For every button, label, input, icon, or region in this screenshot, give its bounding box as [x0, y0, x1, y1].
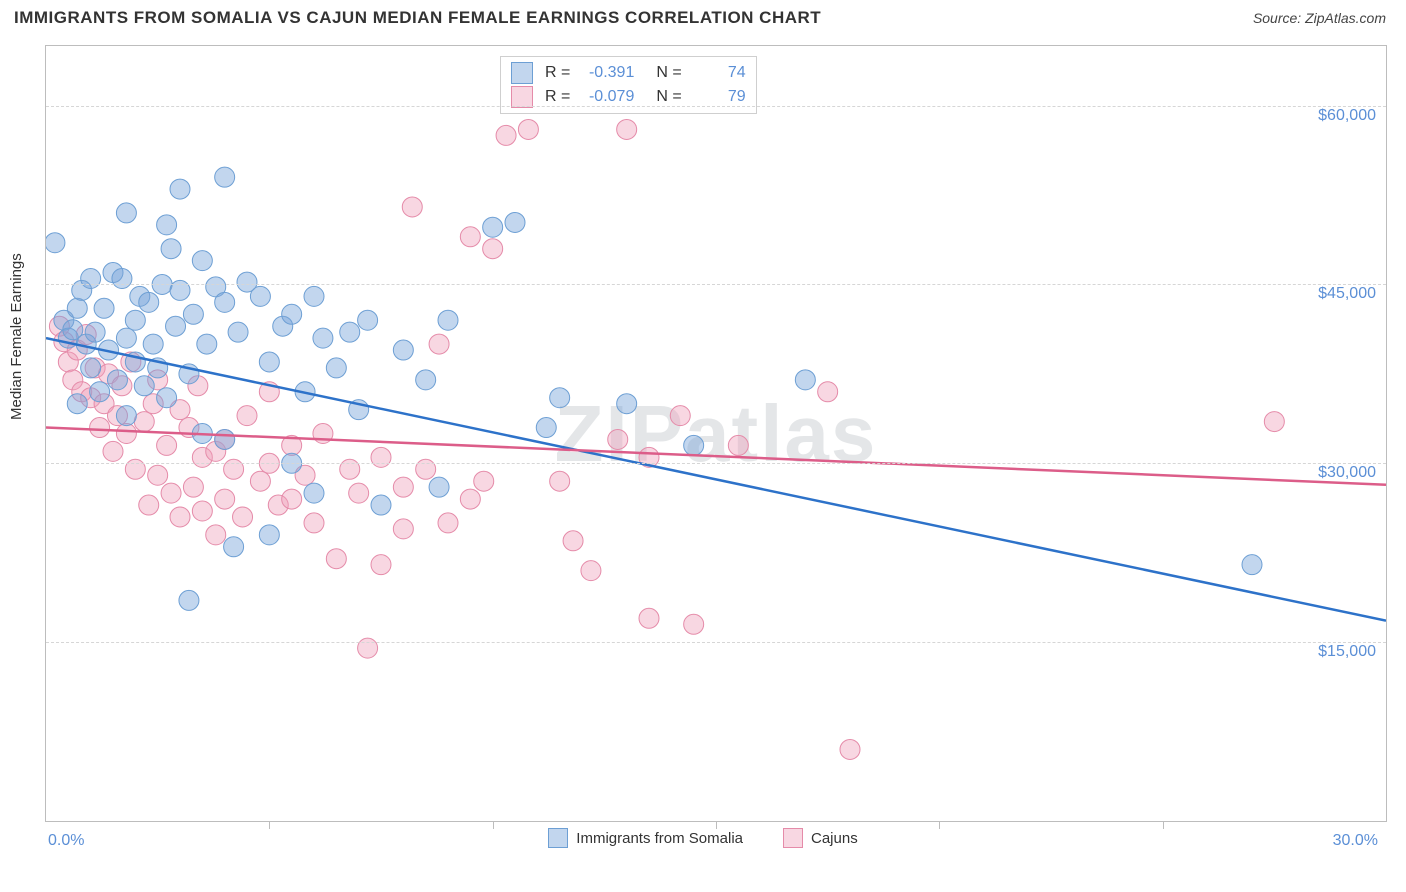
n-label: N =	[656, 64, 681, 82]
legend-item-somalia: Immigrants from Somalia	[548, 828, 743, 848]
r-value-somalia: -0.391	[578, 64, 634, 82]
gridline	[46, 284, 1386, 285]
r-label: R =	[545, 64, 570, 82]
legend-swatch-somalia	[511, 62, 533, 84]
y-tick-label: $60,000	[1318, 107, 1376, 125]
y-tick-label: $15,000	[1318, 643, 1376, 661]
y-axis-label: Median Female Earnings	[8, 253, 25, 420]
chart-plot-area: ZIPatlas R = -0.391 N = 74 R = -0.079 N …	[45, 45, 1387, 822]
legend-label-cajuns: Cajuns	[811, 830, 858, 847]
chart-title: IMMIGRANTS FROM SOMALIA VS CAJUN MEDIAN …	[14, 8, 821, 28]
legend-swatch-somalia-icon	[548, 828, 568, 848]
legend-row-somalia: R = -0.391 N = 74	[511, 61, 746, 85]
r-label: R =	[545, 88, 570, 106]
legend-label-somalia: Immigrants from Somalia	[576, 830, 743, 847]
r-value-cajuns: -0.079	[578, 88, 634, 106]
legend-swatch-cajuns-icon	[783, 828, 803, 848]
gridline	[46, 106, 1386, 107]
source-attribution: Source: ZipAtlas.com	[1253, 10, 1386, 26]
series-legend: Immigrants from Somalia Cajuns	[0, 828, 1406, 848]
n-value-cajuns: 79	[690, 88, 746, 106]
gridline	[46, 642, 1386, 643]
scatter-svg	[46, 46, 1386, 821]
y-tick-label: $45,000	[1318, 285, 1376, 303]
y-tick-label: $30,000	[1318, 464, 1376, 482]
gridline	[46, 463, 1386, 464]
n-value-somalia: 74	[690, 64, 746, 82]
watermark-text: ZIPatlas	[555, 388, 878, 480]
n-label: N =	[656, 88, 681, 106]
legend-item-cajuns: Cajuns	[783, 828, 858, 848]
